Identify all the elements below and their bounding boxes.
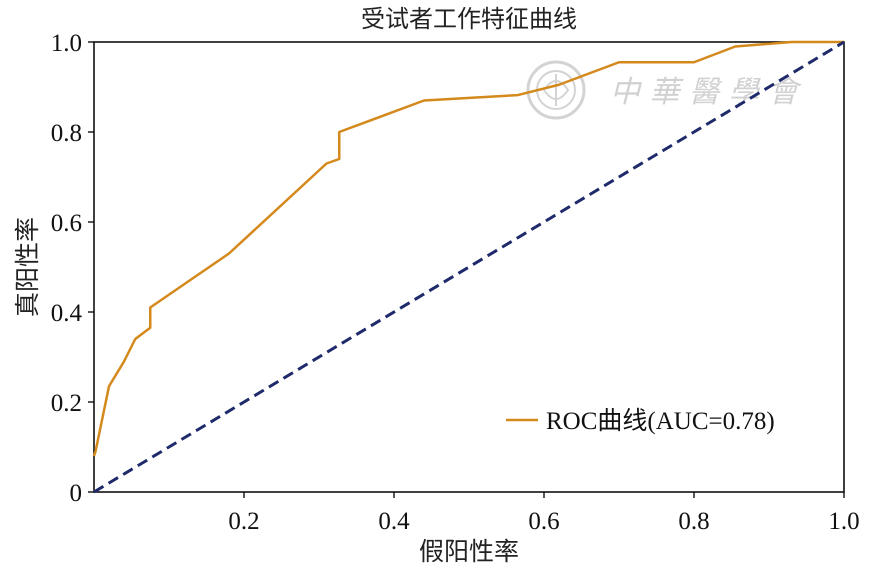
- roc-curve-line: [92, 40, 844, 457]
- tick-marks: [88, 41, 845, 498]
- x-tick-label: 0.4: [378, 508, 410, 535]
- y-tick-label: 0.2: [51, 390, 82, 417]
- legend: ROC曲线(AUC=0.78): [506, 407, 775, 435]
- y-tick-label: 0: [70, 480, 83, 507]
- emblem-icon: [526, 60, 586, 120]
- x-tick-labels: 0.2 0.4 0.6 0.8 1.0: [228, 508, 859, 535]
- y-axis-label: 真阳性率: [13, 217, 42, 317]
- legend-label: ROC曲线(AUC=0.78): [546, 407, 775, 435]
- x-tick-label: 1.0: [828, 508, 859, 535]
- x-axis-label: 假阳性率: [419, 537, 519, 566]
- watermark: 中 華 醫 學 會: [526, 60, 802, 120]
- chart-title: 受试者工作特征曲线: [361, 5, 577, 33]
- y-tick-label: 0.6: [51, 210, 82, 237]
- reference-diagonal-line: [93, 40, 845, 494]
- y-tick-labels: 0 0.2 0.4 0.6 0.8 1.0: [51, 30, 83, 507]
- y-tick-label: 0.8: [51, 120, 82, 147]
- x-tick-label: 0.2: [228, 508, 259, 535]
- y-tick-label: 1.0: [51, 30, 82, 57]
- y-tick-label: 0.4: [51, 300, 83, 327]
- plot-frame: [93, 41, 845, 493]
- x-tick-label: 0.8: [678, 508, 709, 535]
- x-tick-label: 0.6: [528, 508, 559, 535]
- watermark-text: 中 華 醫 學 會: [610, 75, 802, 110]
- series-layer: [92, 40, 845, 494]
